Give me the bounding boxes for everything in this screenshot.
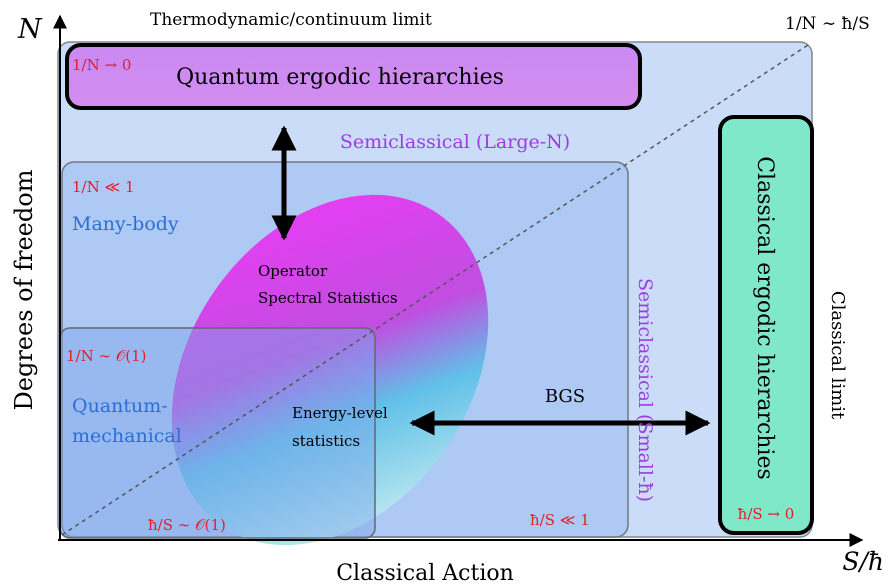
- x-label: Classical Action: [336, 561, 514, 585]
- top-limit: Thermodynamic/continuum limit: [150, 10, 432, 30]
- region-label: Semiclassical (Large-N): [340, 131, 570, 153]
- ellipse-label: Spectral Statistics: [258, 289, 398, 307]
- quantum-ergodic-box: [65, 43, 642, 110]
- condition: ħ/S ∼ 𝒪(1): [148, 516, 226, 534]
- ellipse-label: Operator: [258, 262, 328, 280]
- region-label: mechanical: [72, 425, 182, 447]
- y-symbol: N: [17, 14, 43, 45]
- box-title: Classical ergodic hierarchies: [752, 156, 777, 480]
- region-label: Semiclassical (Small-ħ): [634, 278, 656, 502]
- box-title: Quantum ergodic hierarchies: [176, 65, 504, 90]
- region-label: Quantum-: [72, 395, 168, 417]
- region-label: Many-body: [72, 213, 179, 235]
- x-symbol: S/ħ: [842, 547, 884, 576]
- right-limit: Classical limit: [827, 291, 848, 420]
- condition: 1/N → 0: [72, 56, 131, 74]
- arrow-label: BGS: [545, 386, 585, 407]
- ellipse: [171, 194, 489, 546]
- condition: 1/N ≪ 1: [72, 178, 135, 196]
- classical-ergodic-box: [718, 115, 814, 535]
- ellipse-label: statistics: [292, 432, 360, 450]
- diagonal-label: 1/N ∼ ħ/S: [785, 14, 870, 34]
- condition: ħ/S ≪ 1: [530, 511, 590, 529]
- ellipse-label: Energy-level: [292, 404, 388, 422]
- condition: ħ/S → 0: [738, 505, 795, 523]
- y-label: Degrees of freedom: [10, 169, 38, 410]
- condition: 1/N ∼ 𝒪(1): [66, 347, 147, 365]
